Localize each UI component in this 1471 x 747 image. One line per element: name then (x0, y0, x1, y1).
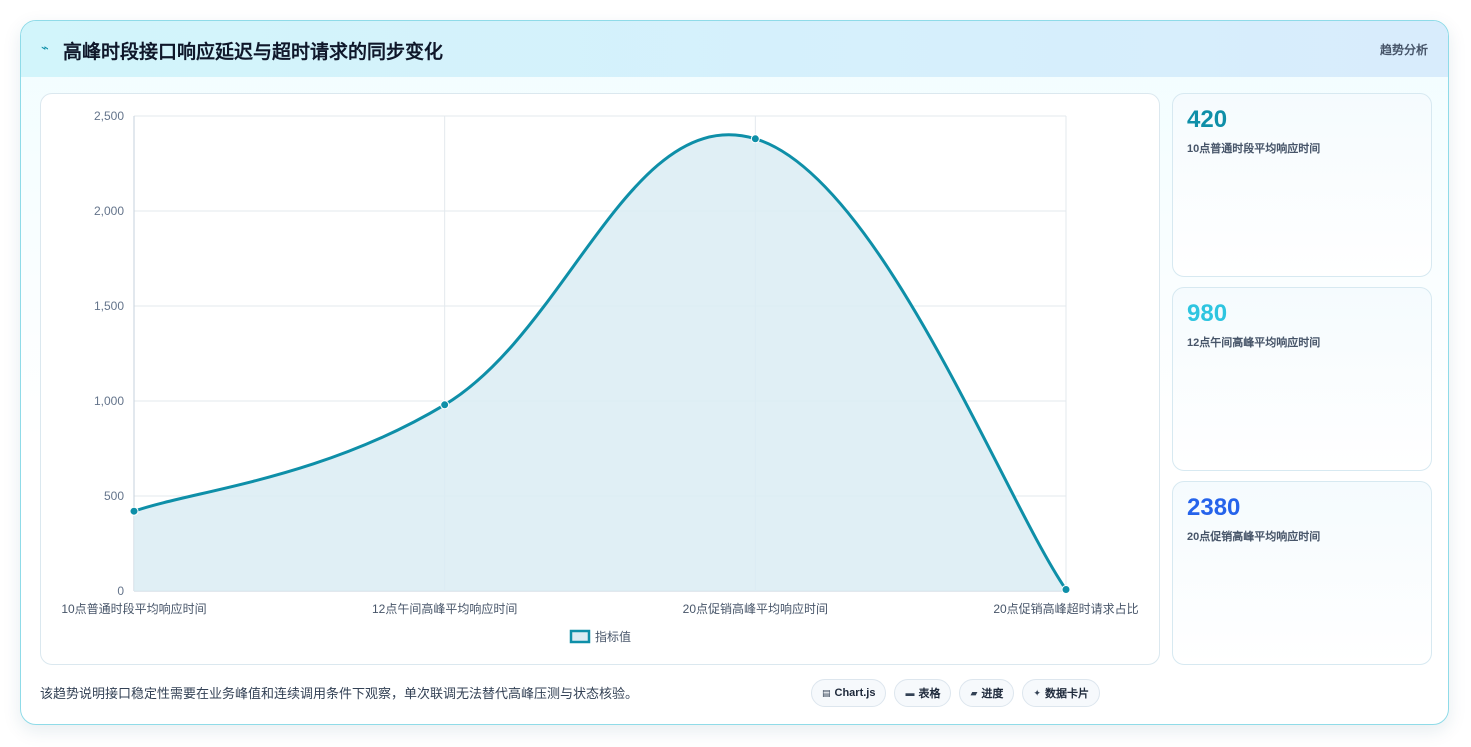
x-tick-label: 10点普通时段平均响应时间 (61, 601, 206, 616)
y-tick-label: 2,500 (94, 109, 124, 123)
y-tick-label: 1,000 (94, 394, 124, 408)
stat-value: 2380 (1187, 494, 1241, 521)
x-tick-label: 12点午间高峰平均响应时间 (372, 601, 517, 616)
data-point (440, 400, 450, 410)
x-tick-label: 20点促销高峰超时请求占比 (993, 601, 1138, 616)
series-line (133, 133, 1068, 591)
legend-label: 指标值 (595, 629, 631, 644)
chip-label: 表格 (918, 688, 941, 700)
stat-label: 12点午间高峰平均响应时间 (1187, 337, 1321, 349)
dashboard-card: ⌁ 高峰时段接口响应延迟与超时请求的同步变化 趋势分析 0 500 1,000 1,5… (20, 20, 1449, 725)
legend-swatch (569, 629, 591, 644)
chip-progress[interactable]: ▰ 进度 (959, 679, 1015, 707)
sparkle-icon: ✦ (1033, 687, 1041, 698)
chip-label: Chart.js (834, 687, 876, 699)
chip-data-card[interactable]: ✦ 数据卡片 (1022, 679, 1100, 707)
y-tick-label: 500 (104, 489, 124, 503)
chart-panel: 0 500 1,000 1,500 2,000 2,500 10点普通时段平均响应时间 12点… (40, 93, 1160, 665)
data-point (1061, 584, 1071, 594)
stat-card-2: 980 12点午间高峰平均响应时间 (1172, 287, 1432, 471)
chip-table[interactable]: ▬ 表格 (894, 679, 952, 707)
stat-card-1: 420 10点普通时段平均响应时间 (1172, 93, 1432, 277)
page-title: 高峰时段接口响应延迟与超时请求的同步变化 (63, 42, 444, 63)
table-icon: ▬ (905, 688, 915, 698)
chip-chartjs[interactable]: ▤ Chart.js (811, 679, 887, 707)
progress-icon: ▰ (970, 687, 978, 698)
x-tick-label: 20点促销高峰平均响应时间 (683, 601, 828, 616)
chip-label: 进度 (981, 688, 1004, 700)
y-tick-label: 2,000 (94, 204, 124, 218)
trend-icon: ⌁ (41, 40, 49, 55)
footer-note: 该趋势说明接口稳定性需要在业务峰值和连续调用条件下观察，单次联调无法替代高峰压测… (40, 686, 639, 701)
stat-card-3: 2380 20点促销高峰平均响应时间 (1172, 481, 1432, 665)
chip-label: 数据卡片 (1044, 688, 1089, 700)
y-tick-label: 1,500 (94, 299, 124, 313)
chart-icon: ▤ (822, 687, 831, 698)
data-point (129, 506, 139, 516)
stat-label: 10点普通时段平均响应时间 (1187, 143, 1321, 155)
line-chart: 0 500 1,000 1,500 2,000 2,500 10点普通时段平均响应时间 12点… (61, 109, 1138, 644)
stat-value: 420 (1187, 106, 1228, 133)
stat-label: 20点促销高峰平均响应时间 (1187, 531, 1321, 543)
view-chips: ▤ Chart.js ▬ 表格 ▰ 进度 ✦ 数据卡片 (811, 679, 1100, 707)
analysis-tag: 趋势分析 (1379, 43, 1428, 57)
data-point (750, 134, 760, 144)
y-tick-label: 0 (117, 584, 124, 598)
card-header: ⌁ 高峰时段接口响应延迟与超时请求的同步变化 趋势分析 (21, 21, 1448, 77)
series-area (134, 134, 1066, 591)
stat-value: 980 (1187, 300, 1228, 327)
